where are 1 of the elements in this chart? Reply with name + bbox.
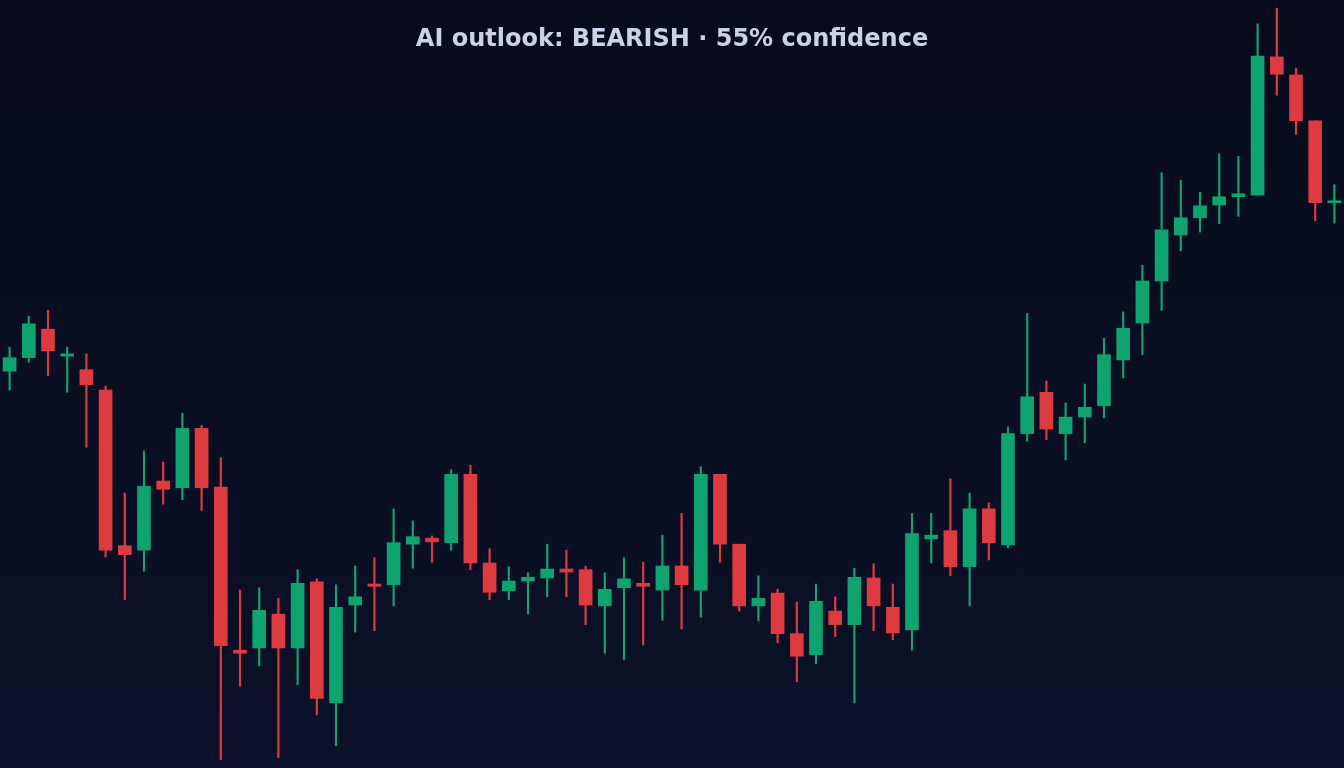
text: AI outlook: BEARISH · 55% confidence: [414, 24, 930, 52]
